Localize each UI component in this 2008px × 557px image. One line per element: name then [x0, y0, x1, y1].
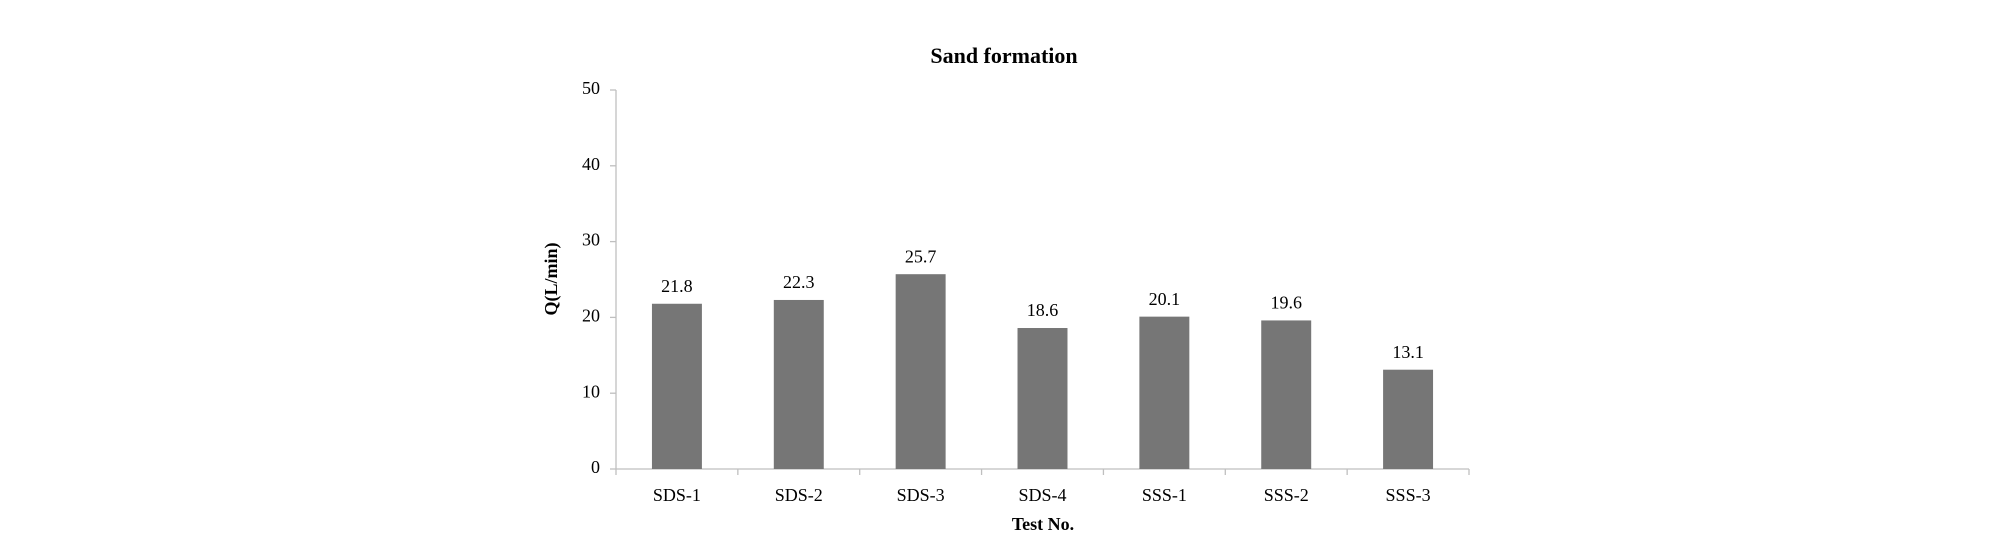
bar: [1383, 369, 1434, 469]
x-tick-label: SSS-3: [1386, 485, 1431, 505]
y-tick-label: 20: [582, 306, 600, 326]
x-axis-label: Test No.: [1012, 514, 1074, 534]
bar: [1139, 316, 1190, 469]
data-label: 21.8: [661, 276, 693, 296]
x-tick-label: SSS-2: [1264, 485, 1309, 505]
x-tick-label: SSS-1: [1142, 485, 1187, 505]
y-axis-label: Q(L/min): [541, 242, 562, 315]
y-tick-label: 10: [582, 381, 600, 401]
bar: [773, 299, 824, 469]
data-label: 20.1: [1149, 289, 1181, 309]
chart-title: Sand formation: [930, 43, 1077, 68]
data-label: 18.6: [1027, 300, 1059, 320]
bar: [1017, 328, 1068, 469]
bar: [895, 274, 946, 469]
data-label: 13.1: [1392, 342, 1424, 362]
x-tick-label: SDS-4: [1018, 485, 1066, 505]
x-tick-label: SDS-1: [653, 485, 701, 505]
x-tick-label: SDS-3: [897, 485, 945, 505]
bar: [1261, 320, 1312, 469]
y-tick-label: 30: [582, 230, 600, 250]
data-label: 19.6: [1270, 293, 1302, 313]
bar: [651, 303, 702, 469]
data-label: 22.3: [783, 272, 815, 292]
y-tick-label: 40: [582, 154, 600, 174]
data-label: 25.7: [905, 246, 937, 266]
x-tick-label: SDS-2: [775, 485, 823, 505]
y-tick-label: 0: [591, 457, 600, 477]
y-tick-label: 50: [582, 78, 600, 98]
